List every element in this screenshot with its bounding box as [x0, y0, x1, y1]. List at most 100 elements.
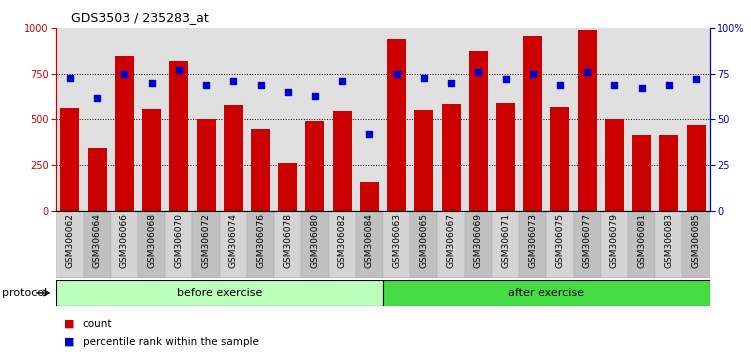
Text: GSM306082: GSM306082 [338, 213, 347, 268]
Bar [659, 135, 678, 211]
Text: GSM306069: GSM306069 [474, 213, 483, 268]
Bar [469, 51, 488, 211]
Point [336, 78, 348, 84]
Bar [306, 121, 324, 211]
Text: GSM306077: GSM306077 [583, 213, 592, 268]
Bar [219, 211, 247, 278]
Bar [88, 148, 107, 211]
Point [363, 131, 376, 137]
Bar [60, 108, 80, 211]
Bar [683, 211, 710, 278]
Text: after exercise: after exercise [508, 288, 584, 298]
Bar [383, 211, 410, 278]
Point [64, 75, 76, 80]
Bar [333, 111, 351, 211]
Text: GSM306067: GSM306067 [447, 213, 456, 268]
Bar [605, 120, 624, 211]
Bar [247, 211, 274, 278]
Bar [142, 109, 161, 211]
Bar [360, 182, 379, 211]
Text: GSM306078: GSM306078 [283, 213, 292, 268]
Bar [442, 104, 460, 211]
Bar [601, 211, 628, 278]
Point [635, 86, 647, 91]
Bar [686, 125, 706, 211]
Text: GSM306065: GSM306065 [419, 213, 428, 268]
Text: GSM306070: GSM306070 [174, 213, 183, 268]
Bar [655, 211, 683, 278]
Bar [165, 211, 192, 278]
Bar [437, 211, 465, 278]
Text: protocol: protocol [2, 288, 47, 298]
Bar [547, 211, 574, 278]
Bar [387, 39, 406, 211]
Bar [356, 211, 383, 278]
Text: GSM306066: GSM306066 [120, 213, 129, 268]
Bar [169, 61, 189, 211]
Text: GSM306071: GSM306071 [501, 213, 510, 268]
Text: count: count [83, 319, 112, 329]
Text: GSM306064: GSM306064 [92, 213, 101, 268]
Text: GSM306081: GSM306081 [637, 213, 646, 268]
Text: GSM306084: GSM306084 [365, 213, 374, 268]
Text: GSM306068: GSM306068 [147, 213, 156, 268]
Bar [465, 211, 492, 278]
Text: GSM306075: GSM306075 [556, 213, 565, 268]
Text: GSM306062: GSM306062 [65, 213, 74, 268]
Point [526, 71, 538, 77]
Bar [523, 36, 542, 211]
Point [309, 93, 321, 99]
Bar [519, 211, 546, 278]
Point [445, 80, 457, 86]
Point [418, 75, 430, 80]
Bar [56, 280, 383, 306]
Text: GSM306085: GSM306085 [692, 213, 701, 268]
Bar [410, 211, 437, 278]
Point [119, 71, 131, 77]
Point [663, 82, 675, 88]
Point [391, 71, 403, 77]
Bar [492, 211, 519, 278]
Bar [574, 211, 601, 278]
Point [91, 95, 103, 101]
Bar [328, 211, 356, 278]
Bar [383, 280, 710, 306]
Text: percentile rank within the sample: percentile rank within the sample [83, 337, 258, 347]
Point [472, 69, 484, 75]
Text: GSM306073: GSM306073 [528, 213, 537, 268]
Bar [274, 211, 301, 278]
Bar [632, 135, 651, 211]
Text: GSM306079: GSM306079 [610, 213, 619, 268]
Bar [415, 110, 433, 211]
Point [554, 82, 566, 88]
Text: GSM306080: GSM306080 [310, 213, 319, 268]
Point [173, 67, 185, 73]
Text: GSM306076: GSM306076 [256, 213, 265, 268]
Point [282, 89, 294, 95]
Bar [278, 163, 297, 211]
Text: ■: ■ [64, 319, 74, 329]
Text: GDS3503 / 235283_at: GDS3503 / 235283_at [71, 11, 209, 24]
Text: GSM306063: GSM306063 [392, 213, 401, 268]
Text: GSM306072: GSM306072 [201, 213, 210, 268]
Bar [138, 211, 165, 278]
Bar [550, 107, 569, 211]
Point [581, 69, 593, 75]
Text: GSM306074: GSM306074 [229, 213, 238, 268]
Bar [111, 211, 138, 278]
Point [690, 76, 702, 82]
Bar [197, 120, 216, 211]
Point [228, 78, 240, 84]
Bar [83, 211, 111, 278]
Bar [251, 129, 270, 211]
Bar [496, 103, 515, 211]
Text: before exercise: before exercise [177, 288, 262, 298]
Point [499, 76, 511, 82]
Text: ■: ■ [64, 337, 74, 347]
Bar [56, 211, 83, 278]
Bar [578, 30, 597, 211]
Bar [115, 56, 134, 211]
Bar [224, 105, 243, 211]
Point [200, 82, 212, 88]
Point [608, 82, 620, 88]
